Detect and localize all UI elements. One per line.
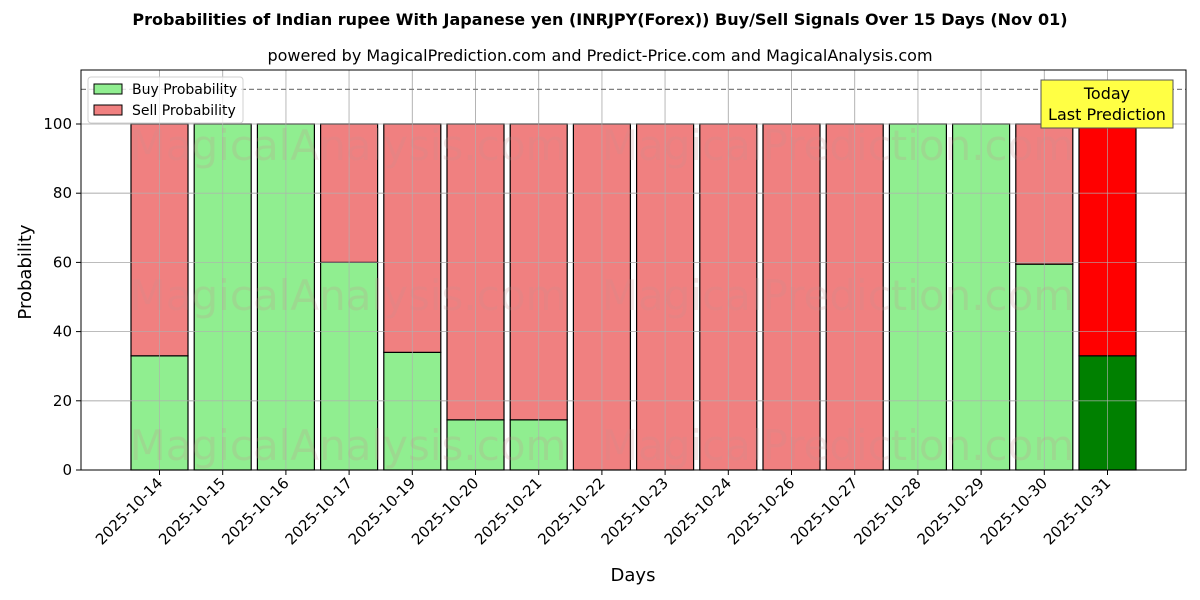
chart-subtitle: powered by MagicalPrediction.com and Pre… <box>267 46 933 65</box>
x-tick-label: 2025-10-28 <box>850 474 924 548</box>
bars-layer: MagicalAnalysis.com MagicalPrediction.com… <box>81 70 1186 471</box>
x-tick-label: 2025-10-17 <box>282 474 356 548</box>
annotation-line1: Today <box>1083 84 1130 103</box>
x-tick-label: 2025-10-26 <box>724 474 798 548</box>
today-annotation: Today Last Prediction <box>1040 79 1174 129</box>
x-tick-label: 2025-10-23 <box>598 474 672 548</box>
x-tick-label: 2025-10-16 <box>218 474 292 548</box>
x-axis-label: Days <box>611 565 656 586</box>
y-tick-label: 0 <box>62 461 72 479</box>
x-axis: 2025-10-142025-10-152025-10-162025-10-17… <box>92 470 1114 548</box>
x-tick-label: 2025-10-20 <box>408 474 482 548</box>
x-tick-label: 2025-10-29 <box>914 474 988 548</box>
watermark-text: MagicalAnalysis.com <box>130 421 567 470</box>
legend-label-buy: Buy Probability <box>132 82 237 98</box>
legend-box <box>87 76 244 124</box>
x-tick-label: 2025-10-22 <box>534 474 608 548</box>
y-tick-label: 20 <box>53 392 72 410</box>
y-axis-label: Probability <box>15 224 36 319</box>
annotation-box <box>1040 79 1174 129</box>
y-tick-label: 100 <box>43 115 72 133</box>
annotation-line2: Last Prediction <box>1048 105 1166 124</box>
x-tick-label: 2025-10-19 <box>345 474 419 548</box>
y-tick-label: 40 <box>53 323 72 341</box>
watermark-text: MagicalPrediction.com <box>602 421 1075 470</box>
x-tick-label: 2025-10-30 <box>977 474 1051 548</box>
watermark-text: MagicalPrediction.com <box>602 271 1075 320</box>
watermark-text: MagicalAnalysis.com <box>130 271 567 320</box>
watermark-text: MagicalPrediction.com <box>602 121 1075 170</box>
y-tick-label: 80 <box>53 184 72 202</box>
x-tick-label: 2025-10-21 <box>471 474 545 548</box>
legend-swatch-buy <box>93 83 123 95</box>
x-tick-label: 2025-10-15 <box>155 474 229 548</box>
x-tick-label: 2025-10-27 <box>787 474 861 548</box>
watermark-text: MagicalAnalysis.com <box>130 121 567 170</box>
legend: Buy Probability Sell Probability <box>87 76 244 124</box>
y-tick-label: 60 <box>53 253 72 271</box>
x-tick-label: 2025-10-14 <box>92 474 166 548</box>
x-tick-label: 2025-10-24 <box>661 474 735 548</box>
plot-frame <box>80 69 1187 471</box>
x-tick-label: 2025-10-31 <box>1040 474 1114 548</box>
legend-swatch-sell <box>93 104 123 116</box>
y-axis: 0 20 40 60 80 100 <box>43 115 81 479</box>
chart-title: Probabilities of Indian rupee With Japan… <box>132 10 1068 29</box>
legend-label-sell: Sell Probability <box>132 103 236 119</box>
